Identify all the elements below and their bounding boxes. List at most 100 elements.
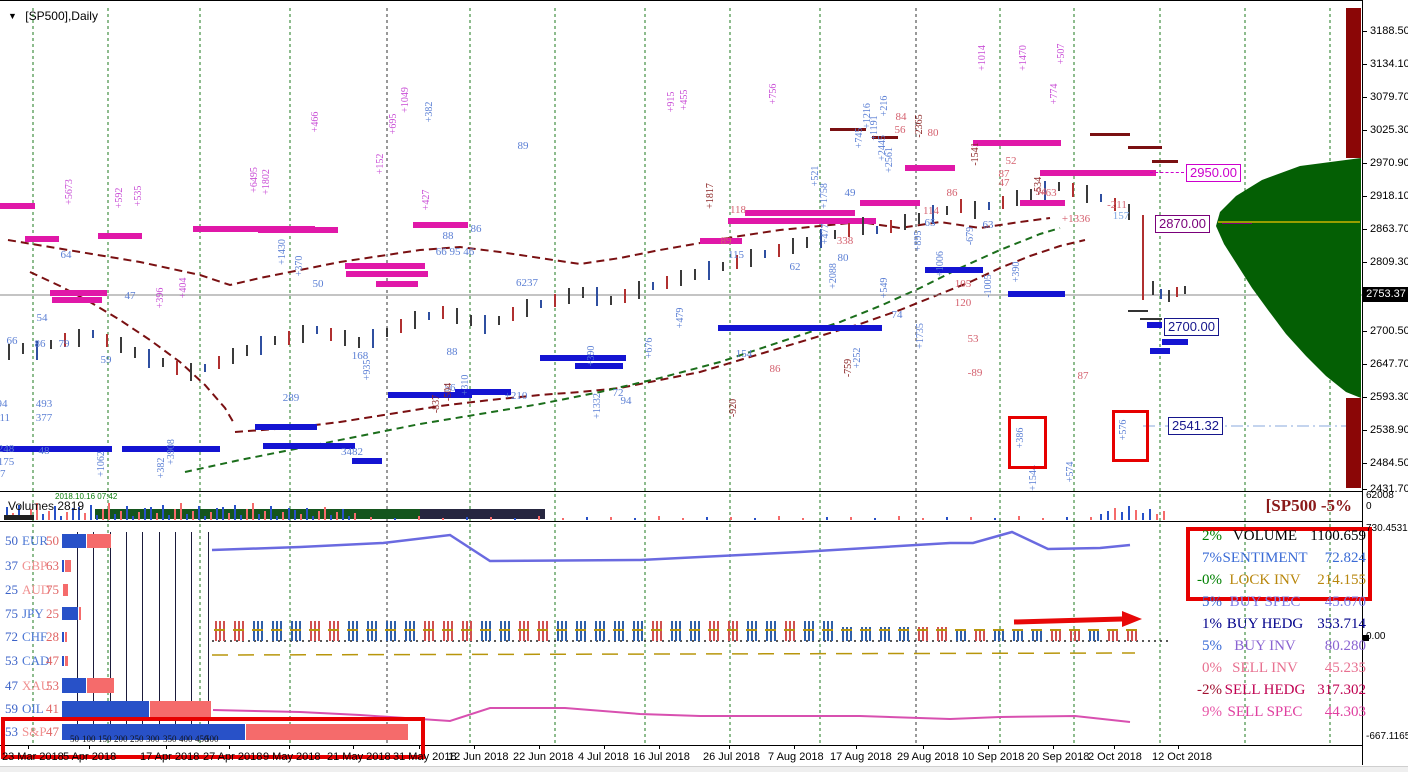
cot-tick [1093,629,1095,641]
candle [1044,181,1046,200]
axis-tick [729,745,730,749]
demand-level-bar [0,446,112,452]
axis-tick [1362,489,1367,490]
order-flow-annotation: 168 [351,350,369,362]
axis-tick [1362,130,1367,131]
cot-tick [291,621,293,641]
candle [134,347,136,358]
legend-percent: 1% [1202,615,1222,632]
candle [316,326,318,334]
volume-bar [1066,517,1068,520]
order-flow-annotation: +1802 [261,169,272,195]
olive-dash [1069,629,1080,631]
olive-dash [499,629,510,631]
volume-bar [336,512,338,520]
cot-tick [215,621,217,641]
order-flow-annotation: 80 [927,127,939,139]
candle [1100,194,1102,202]
volume-bar [192,511,194,520]
price-level-tag[interactable]: 2541.32 [1168,417,1223,435]
order-flow-annotation: +479 [675,307,686,329]
sub-axis-label: -667.1165 [1366,731,1408,742]
price-level-tag[interactable]: 2950.00 [1186,164,1241,182]
order-flow-annotation: +574 [1065,461,1076,483]
zero-marker [1363,635,1369,641]
cot-tick [352,621,354,641]
candle [204,364,206,372]
candle [610,296,612,305]
candle [806,237,808,248]
cot-tick [899,627,901,641]
sub-axis-label: 0 [1366,501,1372,512]
volume-bar [394,518,396,520]
price-axis-label: 2700.50 [1370,325,1408,337]
cot-tick [633,621,635,641]
cot-tick [652,621,654,641]
volume-bar [174,509,176,520]
lower-pane-bottom-border [0,745,1362,746]
date-axis-label: 10 Sep 2018 [962,751,1025,763]
cot-tick [447,621,449,641]
cot-tick [295,621,297,641]
olive-dash [347,629,358,631]
legend-row-buy-inv: 5% BUY INV 80.280 [1188,636,1366,656]
chart-title-bar: ▼ [SP500],Daily [8,9,98,23]
candle [764,250,766,258]
volume-bar [246,509,248,520]
volume-bar [258,514,260,520]
volume-bar [126,506,128,520]
current-price-tag: 2753.37 [1363,287,1408,302]
olive-dash [1088,629,1099,631]
order-flow-annotation: 94 [620,395,632,407]
meter-scale-label: 250 [130,734,144,744]
cot-tick [280,621,282,641]
volume-bar [342,509,344,520]
order-flow-annotation: 120 [954,297,972,309]
cot-tick [1013,629,1015,641]
cot-tick [774,621,776,641]
axis-tick [89,745,90,749]
volume-bar-cluster [4,515,34,520]
cot-tick [660,621,662,641]
price-level-tag[interactable]: 2870.00 [1155,215,1210,233]
meter-scale-label: 150 [98,734,112,744]
order-flow-annotation: 47 [124,290,136,302]
volume-bar [898,516,900,520]
cot-tick [504,621,506,641]
cot-tick [656,621,658,641]
axis-border [1362,0,1363,765]
annotation-highlight-box [1008,416,1047,469]
candle [1072,183,1074,197]
cot-tick [694,621,696,641]
candle [22,343,24,354]
olive-dash [1107,629,1118,631]
meter-text: S&P [22,724,47,739]
date-axis-label: 12 Jun 2018 [448,751,509,763]
collapse-icon[interactable]: ▼ [8,11,17,21]
candle [232,348,234,364]
volume-bar [1018,516,1020,520]
legend-percent: 7% [1202,549,1222,566]
axis-tick [988,745,989,749]
tag-connector [1222,223,1252,224]
cot-tick [736,621,738,641]
price-axis-label: 2863.70 [1370,223,1408,235]
candle [1152,281,1154,295]
legend-value: 45.670 [1324,593,1366,610]
candle [568,288,570,304]
candle [386,328,388,337]
volume-bar [922,518,924,520]
candle [176,361,178,375]
cot-tick [785,621,787,641]
meter-grid-line [159,532,160,737]
candle [778,244,780,257]
candle [918,213,920,224]
price-level-tag[interactable]: 2700.00 [1164,318,1219,336]
cot-tick [755,621,757,641]
meter-bar-blue [62,607,78,620]
order-flow-annotation: 64 [60,249,72,261]
cot-tick [348,621,350,641]
meter-text: 47 [46,724,59,739]
meter-bar-red [79,607,81,620]
